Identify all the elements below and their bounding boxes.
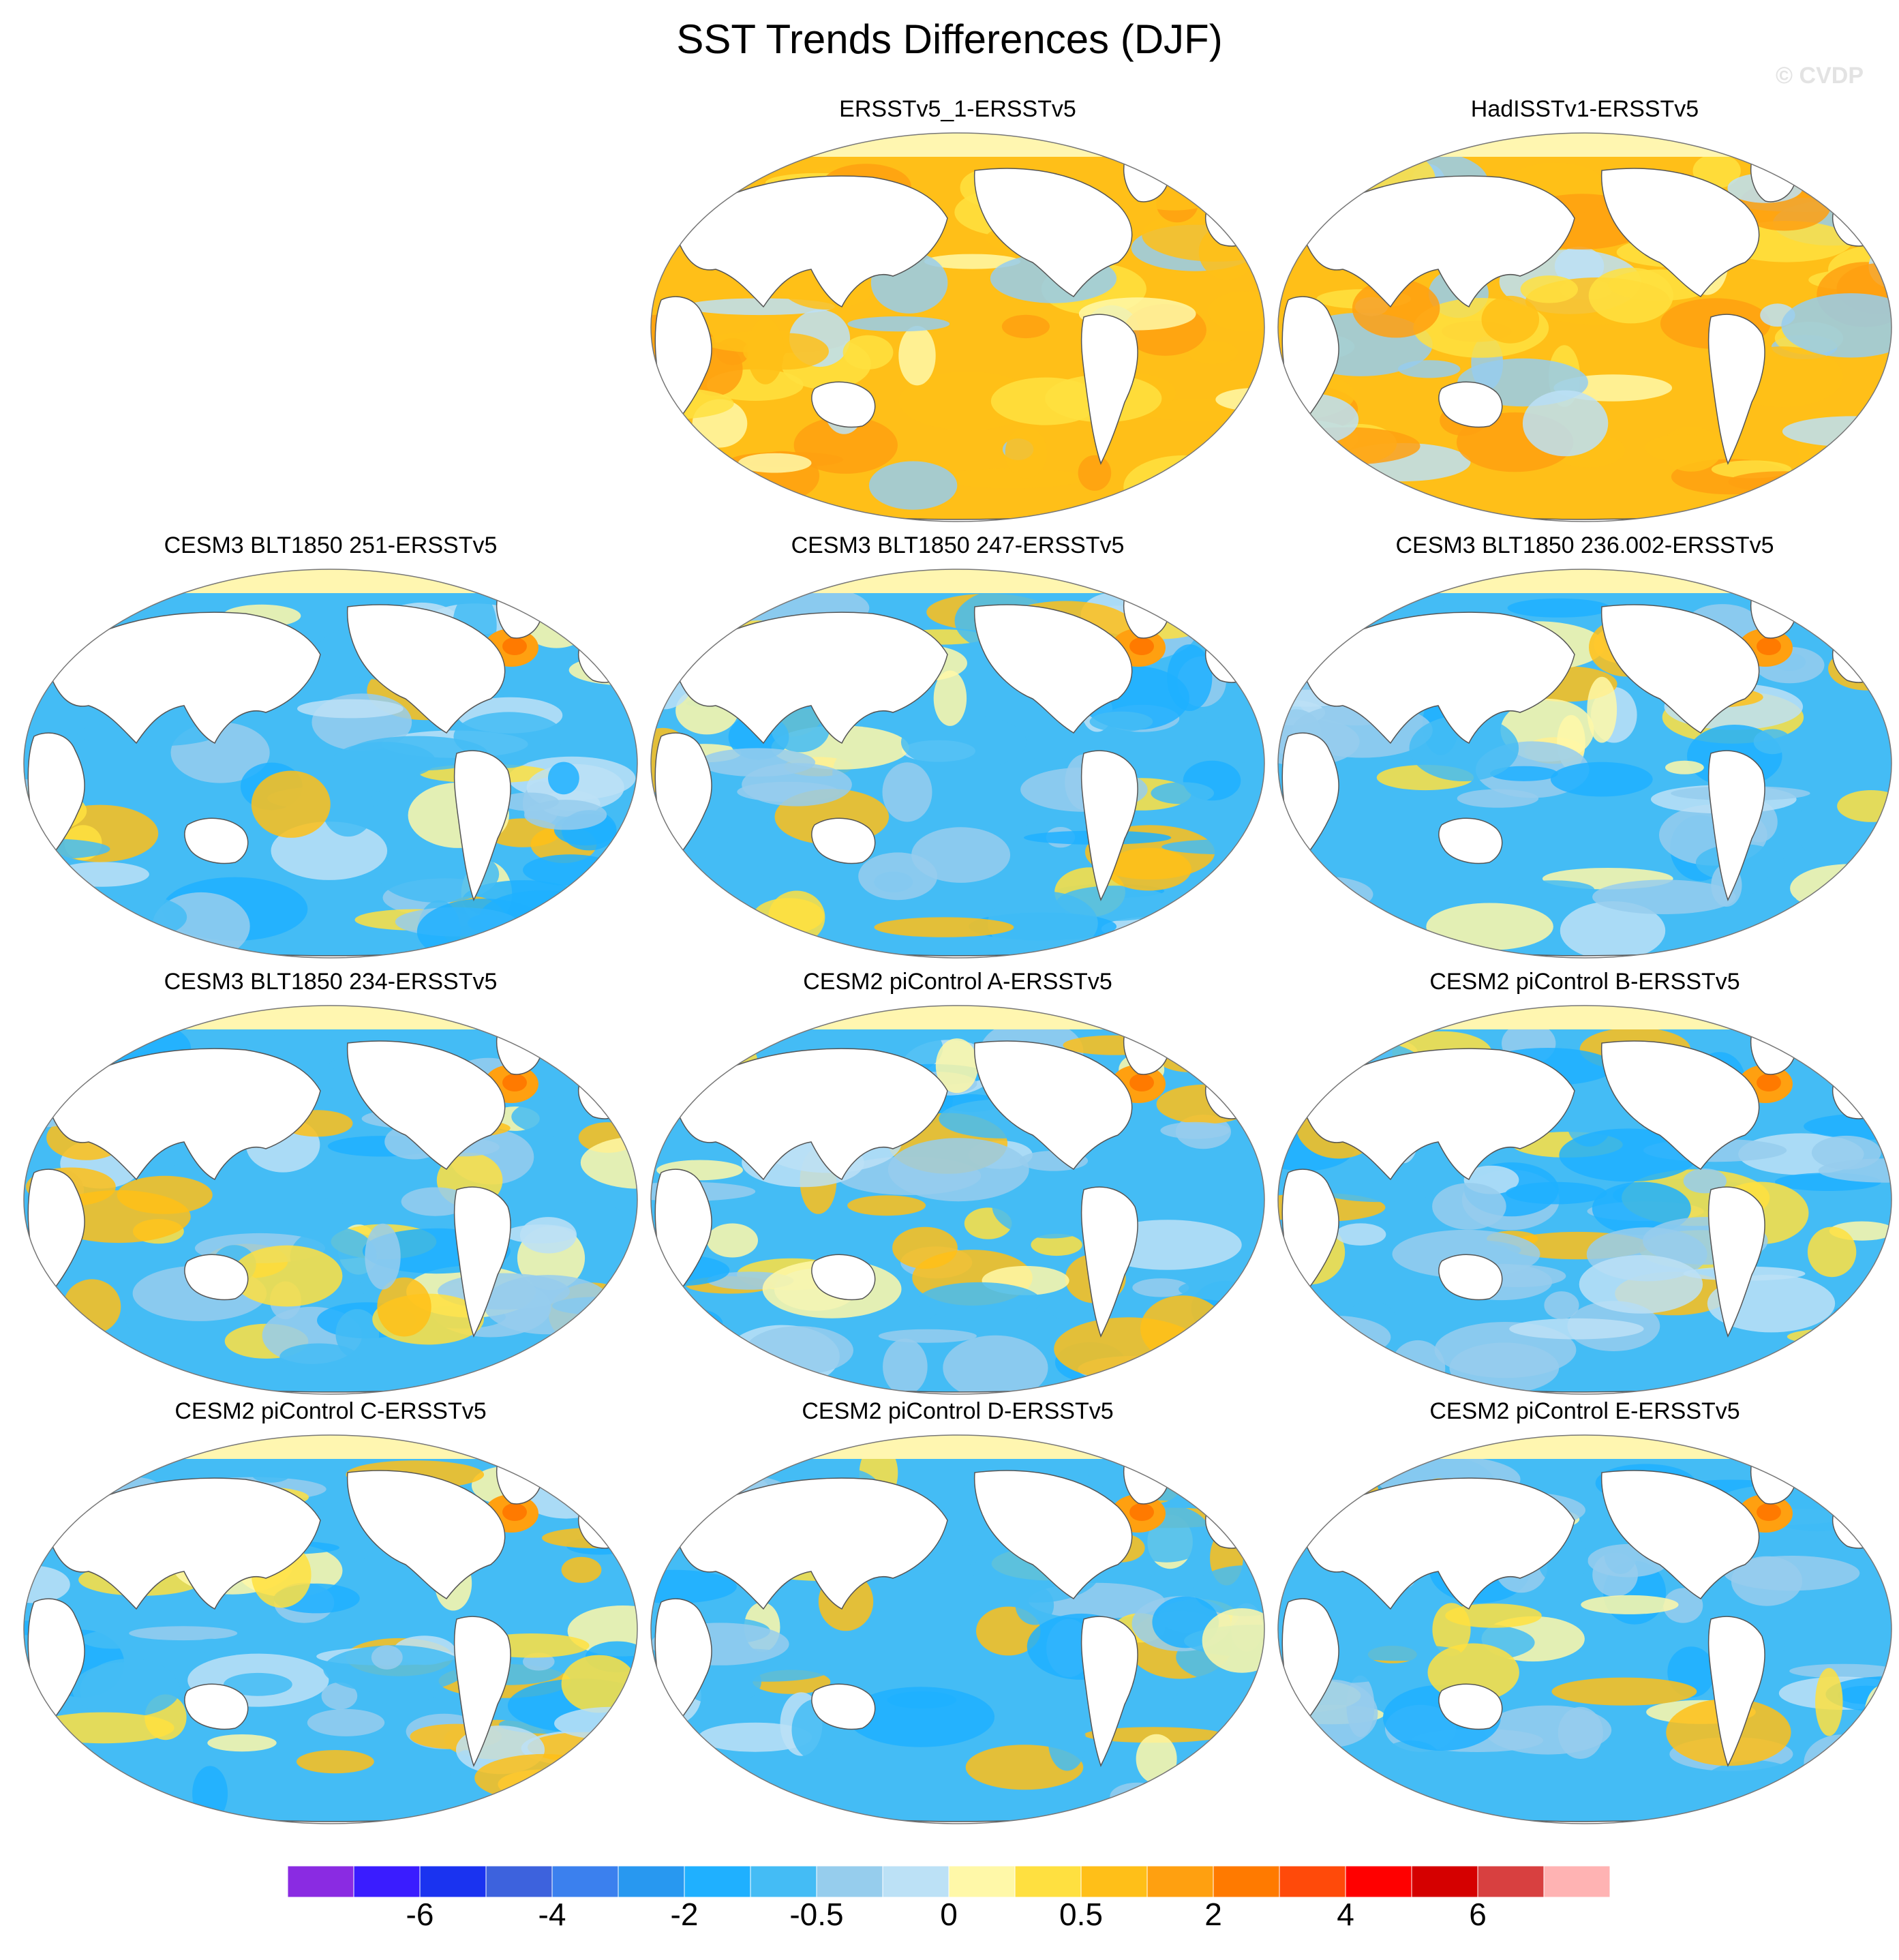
panel-title: ERSSTv5_1-ERSSTv5 [839,96,1076,122]
map-panel: CESM2 piControl A-ERSSTv5 [648,968,1268,1398]
colorbar-tick-label: -4 [538,1897,566,1932]
colorbar-swatch [1477,1866,1545,1897]
colorbar-swatch [618,1866,685,1897]
colorbar [288,1866,1610,1897]
colorbar-swatch [551,1866,619,1897]
colorbar-swatch [288,1866,354,1897]
colorbar-tick-label: 4 [1337,1897,1354,1932]
sst-trend-map [1277,132,1892,522]
panel-title: CESM2 piControl D-ERSSTv5 [802,1398,1114,1424]
map-panel: CESM3 BLT1850 236.002-ERSSTv5 [1275,532,1895,961]
colorbar-tick-labels: -6 -4 -2 -0.5 0 0.5 2 4 6 [0,1895,1899,1936]
colorbar-tick-label: -2 [670,1897,699,1932]
sst-trend-map [650,1434,1265,1824]
colorbar-swatch [485,1866,553,1897]
colorbar-swatch [948,1866,1016,1897]
colorbar-swatch [1014,1866,1082,1897]
colorbar-swatch [750,1866,817,1897]
map-panel: CESM3 BLT1850 234-ERSSTv5 [20,968,641,1398]
colorbar-tick-label: 6 [1469,1897,1487,1932]
map-panel: ERSSTv5_1-ERSSTv5 [648,95,1268,525]
colorbar-swatch [882,1866,950,1897]
map-panel: CESM2 piControl D-ERSSTv5 [648,1398,1268,1827]
colorbar-swatch [1080,1866,1148,1897]
colorbar-tick-label: 0 [940,1897,958,1932]
panel-title: CESM3 BLT1850 247-ERSSTv5 [791,532,1125,558]
colorbar-swatch [816,1866,883,1897]
watermark: © CVDP [1776,63,1864,89]
colorbar-tick-label: 0.5 [1059,1897,1103,1932]
map-panel: CESM2 piControl C-ERSSTv5 [20,1398,641,1827]
figure-title: SST Trends Differences (DJF) [676,16,1223,62]
colorbar-swatch [1411,1866,1478,1897]
colorbar-swatch [1213,1866,1280,1897]
colorbar-swatch [684,1866,751,1897]
colorbar-tick-label: -6 [406,1897,434,1932]
colorbar-swatch [1279,1866,1346,1897]
panel-title: CESM3 BLT1850 251-ERSSTv5 [164,532,498,558]
panel-title: CESM3 BLT1850 234-ERSSTv5 [164,969,498,995]
colorbar-swatch [1146,1866,1214,1897]
sst-trend-map [650,132,1265,522]
sst-trend-map [650,569,1265,959]
sst-trend-map [1277,1434,1892,1824]
colorbar-swatch [353,1866,421,1897]
sst-trend-map [1277,569,1892,959]
sst-trend-map [1277,1005,1892,1395]
colorbar-swatch [419,1866,487,1897]
panel-title: CESM3 BLT1850 236.002-ERSSTv5 [1395,532,1774,558]
map-panel: CESM3 BLT1850 251-ERSSTv5 [20,532,641,961]
colorbar-swatch [1543,1866,1610,1897]
sst-trend-map [23,569,638,959]
colorbar-tick-label: -0.5 [789,1897,844,1932]
sst-trend-map [650,1005,1265,1395]
map-panel: HadISSTv1-ERSSTv5 [1275,95,1895,525]
map-panel: CESM2 piControl E-ERSSTv5 [1275,1398,1895,1827]
map-panel: CESM2 piControl B-ERSSTv5 [1275,968,1895,1398]
sst-trend-map [23,1005,638,1395]
panel-title: CESM2 piControl C-ERSSTv5 [174,1398,487,1424]
panel-title: HadISSTv1-ERSSTv5 [1470,96,1699,122]
colorbar-tick-label: 2 [1204,1897,1222,1932]
sst-trend-map [23,1434,638,1824]
map-panel: CESM3 BLT1850 247-ERSSTv5 [648,532,1268,961]
colorbar-swatch [1345,1866,1412,1897]
panel-title: CESM2 piControl B-ERSSTv5 [1429,969,1740,995]
panel-title: CESM2 piControl E-ERSSTv5 [1429,1398,1740,1424]
panel-title: CESM2 piControl A-ERSSTv5 [803,969,1112,995]
